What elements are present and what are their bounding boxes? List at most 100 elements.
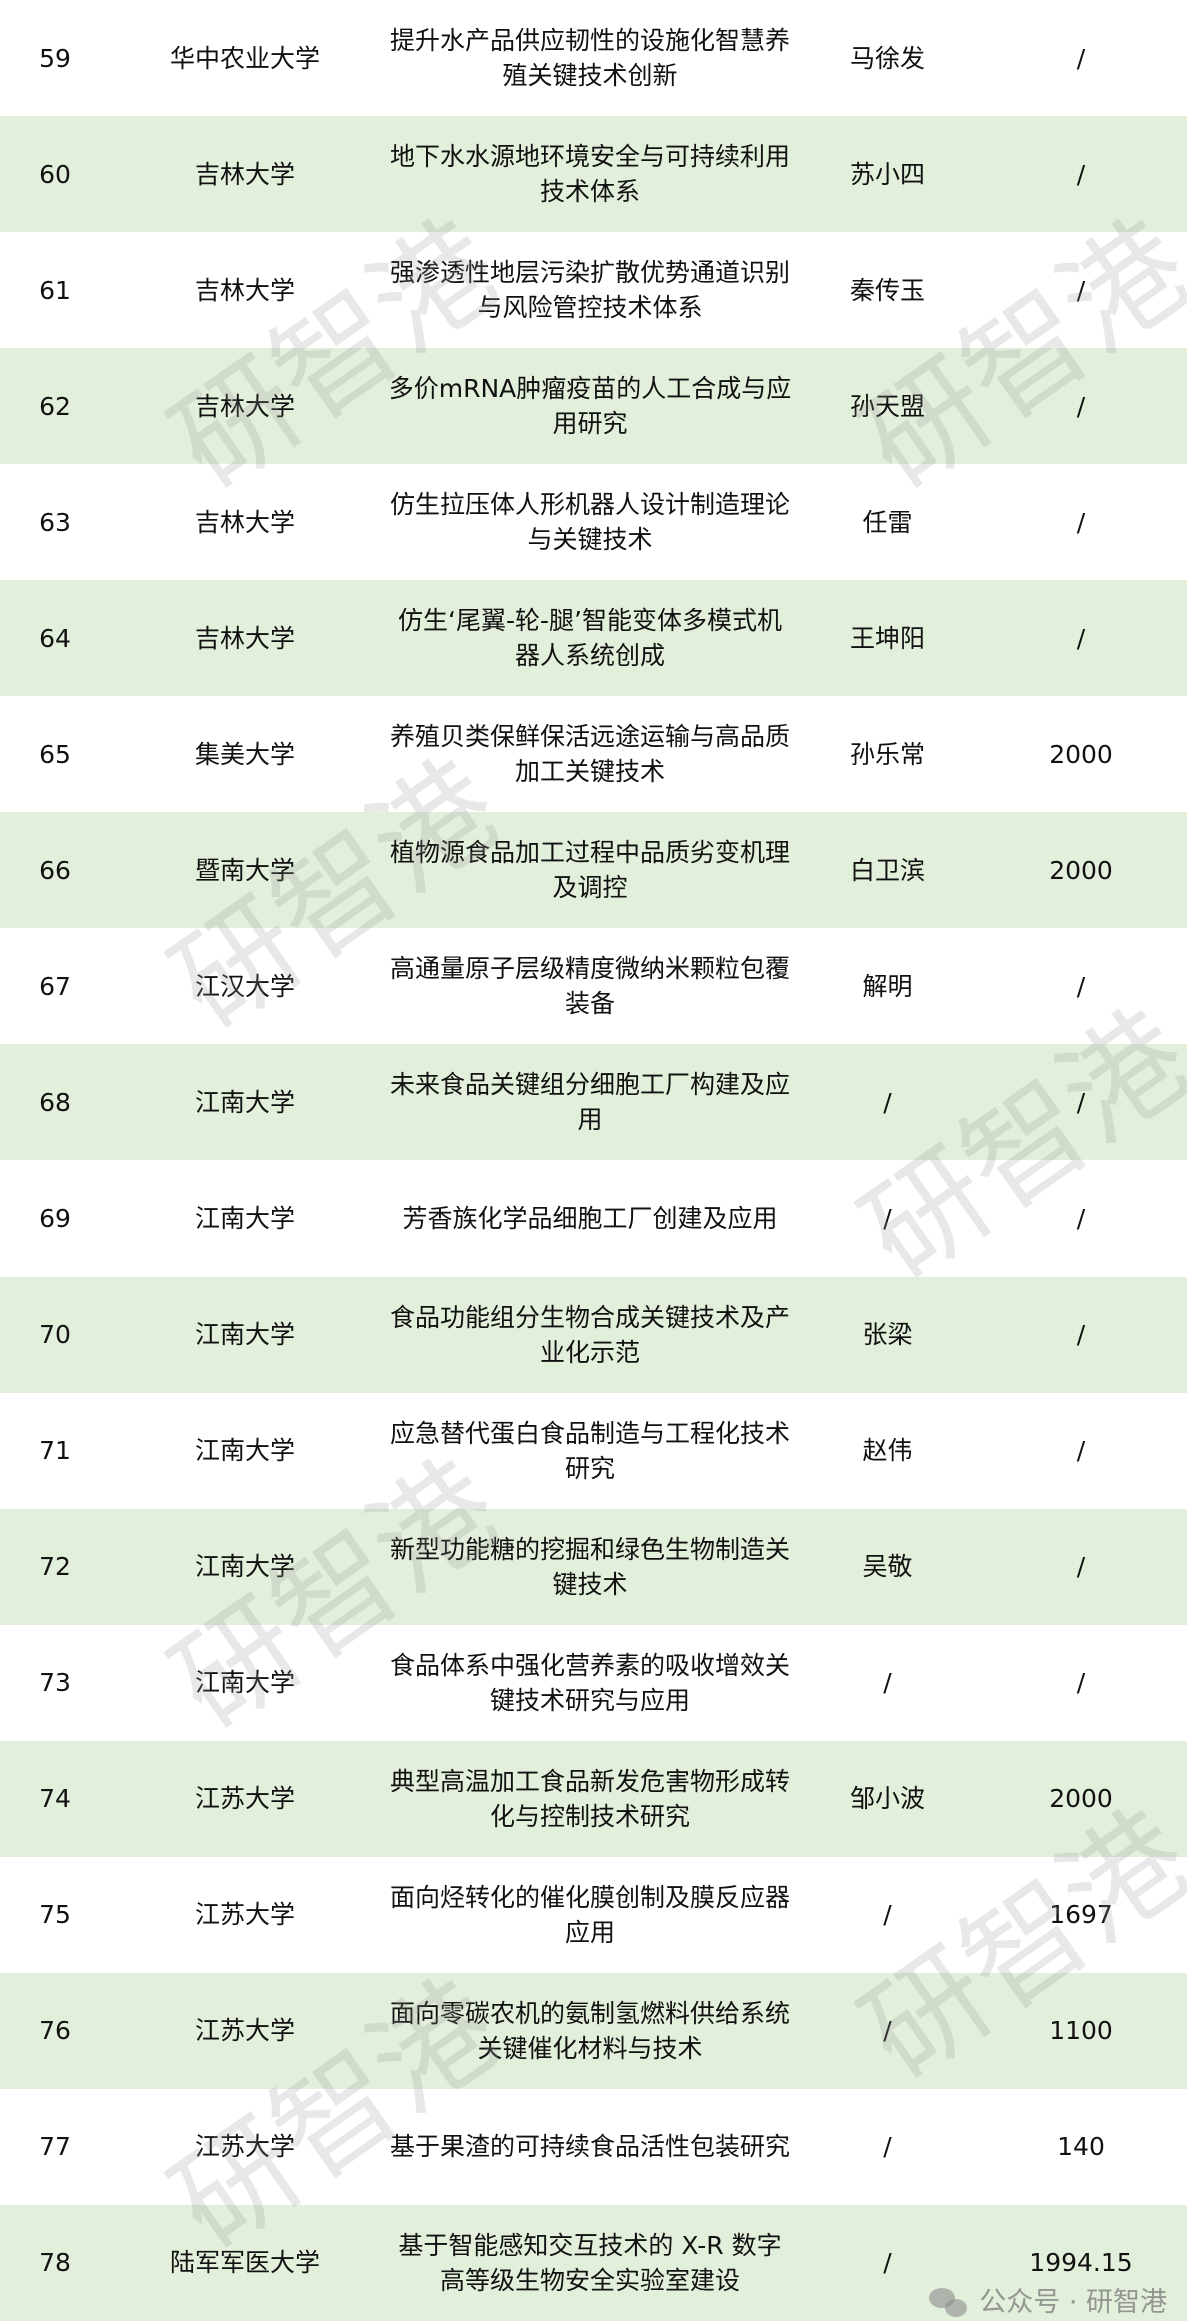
university-cell: 暨南大学 — [110, 853, 380, 888]
project-cell-text: 多价mRNA肿瘤疫苗的人工合成与应用研究 — [388, 374, 792, 439]
footer-watermark: 公众号 · 研智港 — [929, 2288, 1167, 2318]
university-cell-text: 江苏大学 — [194, 1900, 295, 1930]
row-number: 75 — [0, 1897, 110, 1932]
leader-cell-text: 孙天盟 — [849, 391, 925, 421]
table-row: 62 吉林大学 多价mRNA肿瘤疫苗的人工合成与应用研究 孙天盟 / — [0, 348, 1187, 465]
amount-cell-text: / — [1076, 43, 1086, 73]
row-number-text: 65 — [39, 739, 71, 769]
leader-cell: / — [800, 2013, 975, 2048]
project-cell-text: 基于智能感知交互技术的 X-R 数字高等级生物安全实验室建设 — [398, 2230, 782, 2295]
leader-cell: 秦传玉 — [800, 273, 975, 308]
table-row: 63 吉林大学 仿生拉压体人形机器人设计制造理论与关键技术 任雷 / — [0, 464, 1187, 580]
leader-cell: 苏小四 — [800, 157, 975, 192]
amount-cell-text: / — [1076, 391, 1086, 421]
university-cell-text: 江南大学 — [194, 1668, 295, 1698]
amount-cell: / — [975, 1201, 1187, 1236]
university-cell-text: 江汉大学 — [194, 971, 295, 1001]
leader-cell-text: 秦传玉 — [849, 275, 925, 305]
footer-label: 公众号 · 研智港 — [979, 2287, 1167, 2318]
amount-cell-text: / — [1076, 275, 1086, 305]
amount-cell: 1100 — [975, 2013, 1187, 2048]
table-row: 72 江南大学 新型功能糖的挖掘和绿色生物制造关键技术 吴敬 / — [0, 1508, 1187, 1625]
table-row: 65 集美大学 养殖贝类保鲜保活远途运输与高品质加工关键技术 孙乐常 2000 — [0, 696, 1187, 812]
university-cell-text: 江苏大学 — [194, 2132, 295, 2162]
project-cell-text: 养殖贝类保鲜保活远途运输与高品质加工关键技术 — [389, 722, 790, 787]
row-number-text: 67 — [39, 971, 71, 1001]
row-number: 74 — [0, 1781, 110, 1816]
row-number: 65 — [0, 737, 110, 772]
row-number-text: 61 — [39, 275, 71, 305]
row-number: 70 — [0, 1317, 110, 1352]
project-cell-text: 基于果渣的可持续食品活性包装研究 — [389, 2132, 790, 2162]
row-number-text: 70 — [39, 1320, 71, 1350]
table-row: 73 江南大学 食品体系中强化营养素的吸收增效关键技术研究与应用 / / — [0, 1625, 1187, 1741]
table-row: 66 暨南大学 植物源食品加工过程中品质劣变机理及调控 白卫滨 2000 — [0, 812, 1187, 929]
leader-cell-text: 张梁 — [862, 1320, 913, 1350]
university-cell-text: 吉林大学 — [194, 507, 295, 537]
university-cell: 吉林大学 — [110, 621, 380, 656]
amount-cell-text: / — [1076, 159, 1086, 189]
leader-cell-text: 吴敬 — [862, 1552, 913, 1582]
university-cell: 吉林大学 — [110, 505, 380, 540]
university-cell-text: 暨南大学 — [194, 855, 295, 885]
university-cell: 江汉大学 — [110, 969, 380, 1004]
row-number: 72 — [0, 1549, 110, 1584]
leader-cell: 解明 — [800, 969, 975, 1004]
row-number: 73 — [0, 1665, 110, 1700]
project-cell: 植物源食品加工过程中品质劣变机理及调控 — [380, 835, 800, 905]
university-cell-text: 吉林大学 — [194, 159, 295, 189]
leader-cell-text: 邹小波 — [849, 1784, 925, 1814]
university-cell-text: 江南大学 — [194, 1203, 295, 1233]
university-cell-text: 江苏大学 — [194, 1784, 295, 1814]
project-cell-text: 典型高温加工食品新发危害物形成转化与控制技术研究 — [389, 1766, 790, 1831]
amount-cell: / — [975, 969, 1187, 1004]
amount-cell-text: / — [1076, 1203, 1086, 1233]
row-number: 66 — [0, 853, 110, 888]
university-cell: 江南大学 — [110, 1317, 380, 1352]
university-cell-text: 吉林大学 — [194, 623, 295, 653]
leader-cell: 白卫滨 — [800, 853, 975, 888]
leader-cell: 孙天盟 — [800, 389, 975, 424]
table-row: 60 吉林大学 地下水水源地环境安全与可持续利用技术体系 苏小四 / — [0, 116, 1187, 233]
leader-cell: 马徐发 — [800, 41, 975, 76]
project-cell: 仿生拉压体人形机器人设计制造理论与关键技术 — [380, 487, 800, 557]
university-cell-text: 江南大学 — [194, 1552, 295, 1582]
amount-cell-text: 2000 — [1049, 1784, 1113, 1814]
row-number: 59 — [0, 41, 110, 76]
leader-cell-text: 王坤阳 — [849, 623, 925, 653]
amount-cell: / — [975, 273, 1187, 308]
leader-cell: / — [800, 1201, 975, 1236]
project-cell: 基于智能感知交互技术的 X-R 数字高等级生物安全实验室建设 — [380, 2228, 800, 2298]
row-number-text: 66 — [39, 855, 71, 885]
amount-cell: 1994.15 — [975, 2245, 1187, 2280]
table-row: 70 江南大学 食品功能组分生物合成关键技术及产业化示范 张梁 / — [0, 1276, 1187, 1393]
project-cell-text: 食品功能组分生物合成关键技术及产业化示范 — [389, 1302, 790, 1367]
leader-cell-text: / — [883, 1203, 892, 1233]
leader-cell: 孙乐常 — [800, 737, 975, 772]
university-cell-text: 陆军军医大学 — [169, 2248, 320, 2278]
row-number-text: 60 — [39, 159, 71, 189]
amount-cell-text: / — [1076, 507, 1086, 537]
leader-cell: 吴敬 — [800, 1549, 975, 1584]
project-cell-text: 仿生拉压体人形机器人设计制造理论与关键技术 — [389, 490, 790, 555]
table-row: 76 江苏大学 面向零碳农机的氨制氢燃料供给系统关键催化材料与技术 / 1100 — [0, 1972, 1187, 2089]
leader-cell-text: 马徐发 — [849, 43, 925, 73]
university-cell: 吉林大学 — [110, 157, 380, 192]
university-cell: 江苏大学 — [110, 1897, 380, 1932]
amount-cell: / — [975, 1549, 1187, 1584]
project-cell: 典型高温加工食品新发危害物形成转化与控制技术研究 — [380, 1764, 800, 1834]
leader-cell-text: / — [883, 2016, 892, 2046]
university-cell-text: 吉林大学 — [194, 275, 295, 305]
table-row: 64 吉林大学 仿生‘尾翼-轮-腿’智能变体多模式机器人系统创成 王坤阳 / — [0, 580, 1187, 697]
project-cell: 面向零碳农机的氨制氢燃料供给系统关键催化材料与技术 — [380, 1996, 800, 2066]
leader-cell: / — [800, 1665, 975, 1700]
row-number-text: 76 — [39, 2016, 71, 2046]
amount-cell: / — [975, 157, 1187, 192]
table-row: 74 江苏大学 典型高温加工食品新发危害物形成转化与控制技术研究 邹小波 2000 — [0, 1740, 1187, 1857]
leader-cell: 张梁 — [800, 1317, 975, 1352]
amount-cell: / — [975, 389, 1187, 424]
university-cell: 江南大学 — [110, 1085, 380, 1120]
project-cell: 芳香族化学品细胞工厂创建及应用 — [380, 1201, 800, 1236]
university-cell-text: 集美大学 — [194, 739, 295, 769]
